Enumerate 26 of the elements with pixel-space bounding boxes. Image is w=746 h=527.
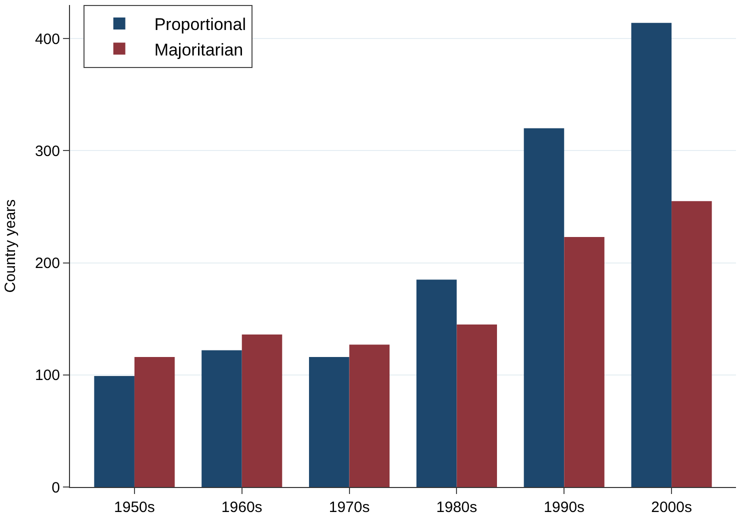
bar — [94, 376, 134, 487]
y-axis-title: Country years — [2, 199, 20, 293]
x-tick-label: 1990s — [544, 499, 585, 516]
legend-label: Majoritarian — [154, 40, 244, 60]
bar — [631, 22, 672, 487]
y-tick-label: 400 — [34, 30, 60, 48]
y-tick-label: 300 — [34, 142, 60, 160]
bar — [416, 280, 457, 487]
legend-label: Proportional — [154, 15, 246, 34]
x-tick-label: 2000s — [651, 499, 692, 516]
bar — [564, 237, 604, 487]
bar — [242, 334, 282, 487]
bar — [456, 324, 497, 487]
bar — [524, 128, 564, 487]
bar — [134, 356, 175, 487]
x-tick-label: 1980s — [436, 499, 478, 516]
bar — [672, 201, 712, 487]
x-tick-label: 1970s — [328, 499, 370, 516]
bar — [349, 344, 390, 487]
bar — [202, 350, 242, 487]
bar — [309, 356, 350, 487]
y-tick-label: 200 — [34, 255, 60, 272]
y-tick-label: 100 — [34, 367, 60, 384]
y-tick-label: 0 — [52, 479, 60, 496]
x-tick-label: 1960s — [221, 499, 262, 516]
x-tick-label: 1950s — [114, 499, 155, 516]
